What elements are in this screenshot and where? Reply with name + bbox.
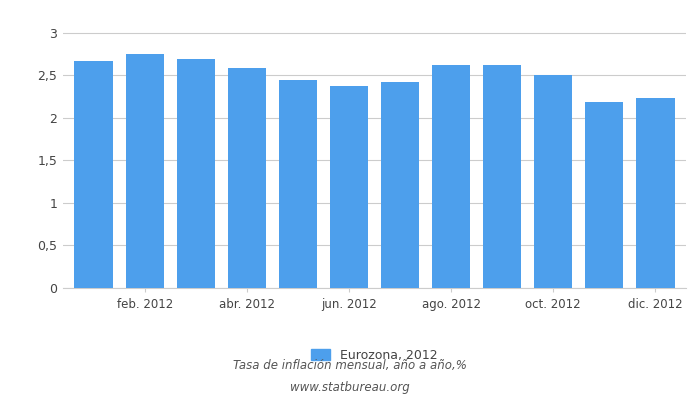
Bar <box>228 68 266 288</box>
Bar <box>74 61 113 288</box>
Bar <box>176 59 215 288</box>
Bar <box>381 82 419 288</box>
Bar <box>483 65 522 288</box>
Bar <box>636 98 675 288</box>
Bar <box>279 80 317 288</box>
Bar <box>330 86 368 288</box>
Text: www.statbureau.org: www.statbureau.org <box>290 382 410 394</box>
Bar <box>534 75 573 288</box>
Bar <box>432 65 470 288</box>
Legend: Eurozona, 2012: Eurozona, 2012 <box>305 342 444 368</box>
Bar <box>585 102 624 288</box>
Text: Tasa de inflación mensual, año a año,%: Tasa de inflación mensual, año a año,% <box>233 360 467 372</box>
Bar <box>125 54 164 288</box>
